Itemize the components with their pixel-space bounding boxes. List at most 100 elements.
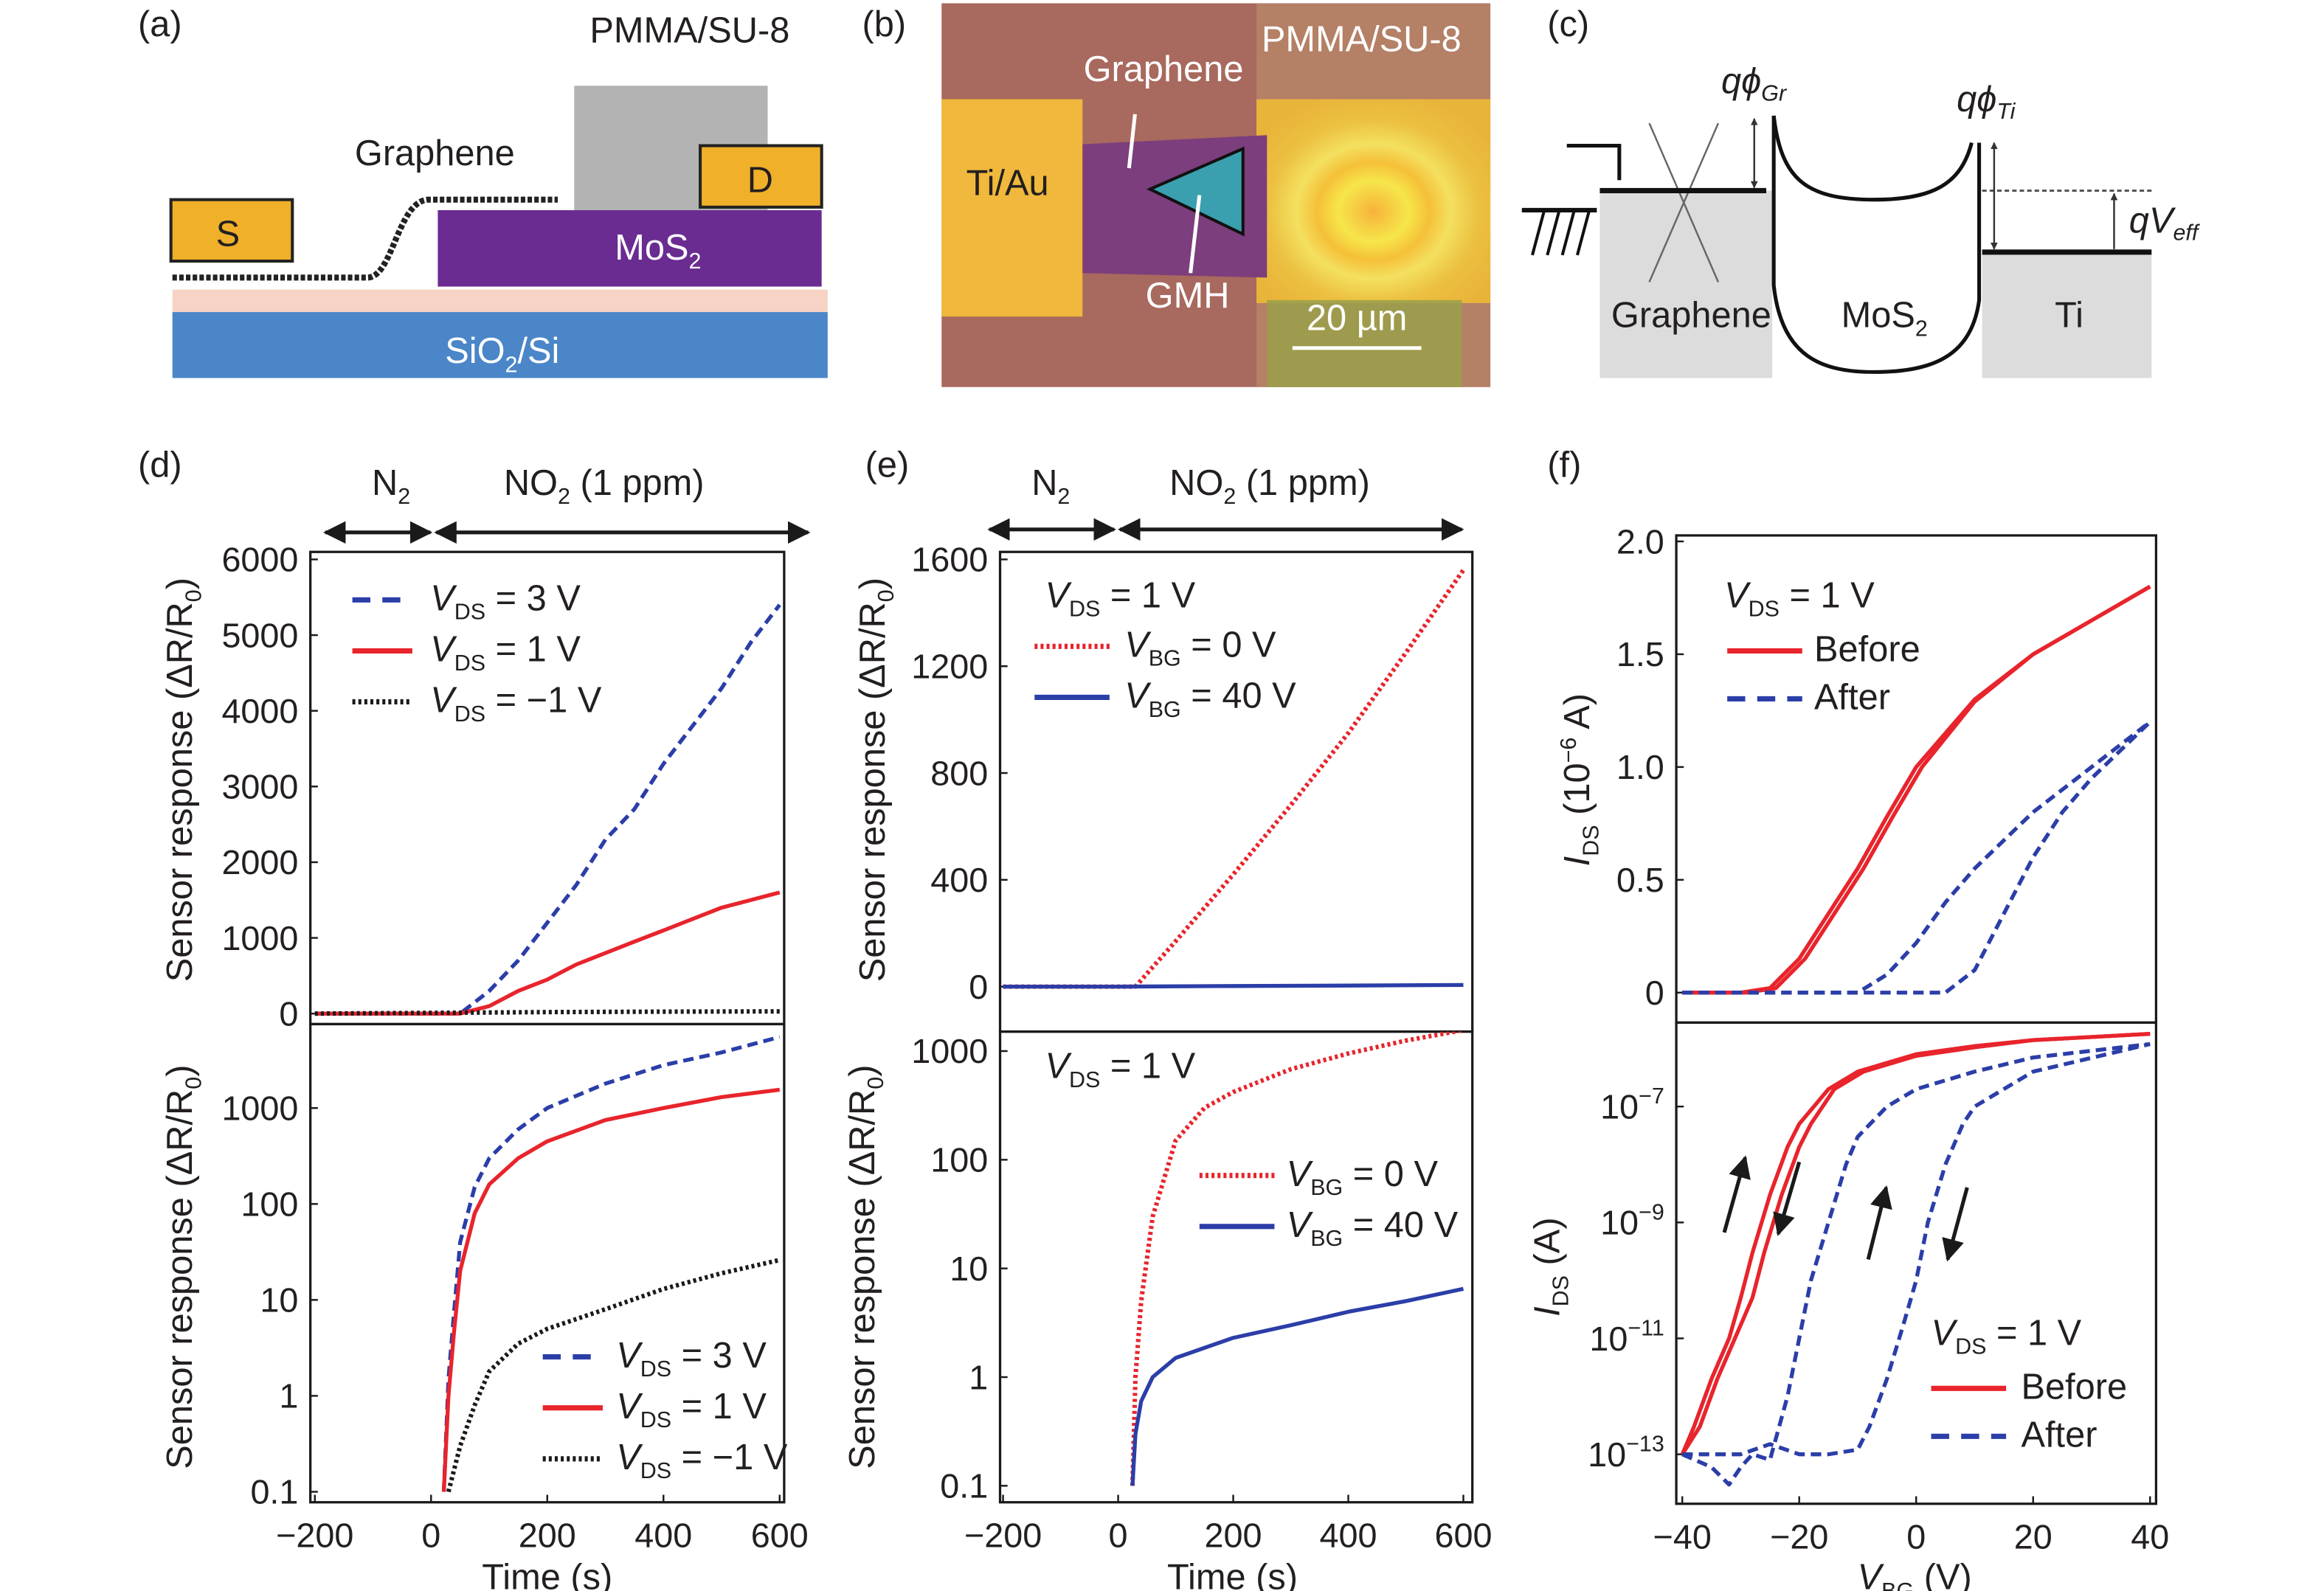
y-tick-label: 1.5 <box>1616 635 1664 673</box>
panel-label-c: (c) <box>1547 4 1589 44</box>
x-axis-label: Time (s) <box>482 1558 612 1591</box>
text-span: DS <box>640 1407 671 1432</box>
text-span: 10 <box>1600 1204 1639 1242</box>
subplot-d-top: 0 1000 2000 3000 4000 5000 6000 Sensor response… <box>160 541 786 1033</box>
y-tick-label: 1 <box>969 1358 988 1396</box>
y-tick-label: 1200 <box>911 647 988 685</box>
text-span: Before <box>2021 1367 2127 1407</box>
y-tick-label: 0.5 <box>1616 861 1664 899</box>
x-tick-label: 20 <box>2014 1518 2052 1556</box>
sweep-direction-arrow-icon <box>1866 1185 1892 1261</box>
x-tick-label: 400 <box>634 1517 692 1555</box>
text-span: ) <box>843 1065 882 1077</box>
text-span: Sensor response (ΔR/R <box>160 602 200 982</box>
series-group <box>314 603 781 1016</box>
text-span: = 1 V <box>1100 1047 1195 1086</box>
panel-label-b: (b) <box>862 4 907 44</box>
text-span: 0 <box>181 1077 206 1089</box>
y-tick-label: 5000 <box>221 616 298 654</box>
mos2-label: MoS2 <box>1841 295 1928 341</box>
series-line <box>1130 1031 1464 1486</box>
text-span: DS <box>1749 597 1780 622</box>
text-span: = 1 V <box>1780 575 1875 615</box>
phi-gr-label: qϕGr <box>1721 61 1788 105</box>
plot-frame <box>309 550 786 1026</box>
source-pad <box>941 99 1083 317</box>
plot-frame <box>309 1022 786 1504</box>
conduction-band <box>1771 115 1974 202</box>
panel-label-f: (f) <box>1547 446 1581 485</box>
series-group <box>441 1035 781 1493</box>
series-line <box>314 603 781 1016</box>
series-line <box>1682 1041 2151 1457</box>
text-span: V <box>616 1438 643 1477</box>
text-span: BG <box>1149 697 1181 722</box>
series-line <box>314 890 781 1016</box>
mos2-layer <box>438 209 822 287</box>
x-tick-label: 40 <box>2131 1518 2169 1556</box>
text-span: BG <box>1310 1175 1343 1200</box>
panel-label-e: (e) <box>865 446 910 485</box>
pmma-label: PMMA/SU-8 <box>589 10 789 50</box>
text-span: = 1 V <box>671 1387 767 1427</box>
text-span: Sensor response (ΔR/R <box>160 1089 200 1469</box>
text-span: DS <box>1955 1334 1986 1359</box>
text-span: ) <box>853 578 893 589</box>
x-tick-label: 400 <box>1320 1517 1377 1555</box>
graphene-pointer <box>1127 114 1137 169</box>
text-span: V <box>430 630 457 670</box>
plot-frame <box>998 550 1474 1033</box>
ti-label: Ti <box>2055 295 2083 335</box>
bias-annotation: VDS = 1 V <box>1932 1313 2082 1359</box>
ground-wire <box>1566 143 1622 181</box>
graphene-band-region <box>1600 190 1773 378</box>
text-span: 0 <box>874 589 899 602</box>
y-tick-label: 1600 <box>911 541 988 579</box>
panel-label-a: (a) <box>138 4 182 44</box>
y-tick-label: 0 <box>969 968 988 1006</box>
y-axis-label: Sensor response (ΔR/R0) <box>853 578 899 982</box>
legend-label: VBG = 40 V <box>1287 1205 1459 1251</box>
text-span: V <box>616 1387 643 1427</box>
substrate-label: SiO2/Si <box>445 331 559 377</box>
y-tick-label: 10−7 <box>1600 1084 1664 1126</box>
series-group <box>1003 569 1465 989</box>
y-tick-label: 1.0 <box>1616 748 1664 786</box>
y-tick-label: 2.0 <box>1616 522 1664 561</box>
text-span: −7 <box>1639 1084 1664 1109</box>
legend-label: VDS = −1 V <box>616 1438 788 1483</box>
plot-frame <box>998 1030 1474 1504</box>
series-line <box>446 1258 781 1493</box>
bias-annotation: VDS = 1 V <box>1724 575 1875 621</box>
oxide-layer <box>172 289 828 314</box>
series-line <box>1130 1286 1464 1486</box>
series-group <box>1682 584 2152 995</box>
no2-phase-label: NO2 (1 ppm) <box>504 463 705 509</box>
graphene-label: Graphene <box>1611 295 1771 335</box>
text-span: DS <box>454 600 485 625</box>
legend-label: VDS = 3 V <box>430 579 581 625</box>
y-tick-label: 0.1 <box>940 1467 988 1505</box>
text-span: BG <box>1149 646 1181 671</box>
text-span: DS <box>1069 597 1100 622</box>
x-tick-label: −200 <box>964 1517 1042 1555</box>
panel-label-d: (d) <box>138 446 182 485</box>
y-tick-label: 100 <box>241 1185 298 1224</box>
text-span: 0 <box>181 589 206 602</box>
series-line <box>1681 1041 2151 1487</box>
drain-contact <box>699 144 823 209</box>
text-span: = 1 V <box>1100 575 1195 615</box>
text-span: V <box>430 681 457 721</box>
text-span: = 1 V <box>485 630 581 670</box>
x-axis-label: Time (s) <box>1167 1558 1298 1591</box>
tiau-label: Ti/Au <box>966 164 1049 204</box>
text-span: = −1 V <box>671 1438 788 1477</box>
gmh-label: GMH <box>1146 276 1230 316</box>
y-tick-label: 2000 <box>221 843 298 881</box>
y-tick-label: 0.1 <box>250 1473 298 1511</box>
text-span: (A) <box>1528 1217 1568 1275</box>
text-span: = 3 V <box>671 1336 767 1376</box>
legend-label: VDS = −1 V <box>430 681 602 727</box>
